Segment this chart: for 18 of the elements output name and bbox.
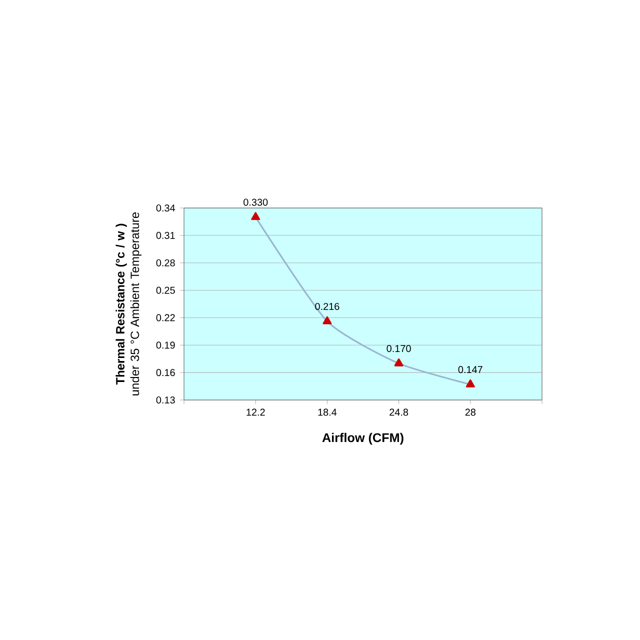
y-tick-label: 0.31 xyxy=(156,232,175,239)
x-tick-label: 28 xyxy=(465,408,476,416)
y-tick-label: 0.22 xyxy=(156,314,175,322)
y-tick-label: 0.13 xyxy=(156,396,175,404)
y-tick-label: 0.16 xyxy=(156,369,175,376)
x-tick-label: 12.2 xyxy=(246,408,265,416)
x-tick-label: 18.4 xyxy=(318,408,337,416)
y-tick-label: 0.19 xyxy=(156,342,175,349)
x-axis-title: Airflow (CFM) xyxy=(322,432,404,445)
y-tick-label: 0.28 xyxy=(156,259,175,266)
x-tick-label: 24.8 xyxy=(390,408,408,416)
data-label: 0.170 xyxy=(386,345,411,352)
data-label: 0.330 xyxy=(244,198,268,206)
y-axis-title: Thermal Resistance (°c / w ) under 35 °C Ambient Temperature xyxy=(116,212,142,396)
y-tick-label: 0.34 xyxy=(156,204,176,212)
data-label: 0.216 xyxy=(315,302,340,310)
y-tick-label: 0.25 xyxy=(156,286,175,294)
data-label: 0.147 xyxy=(458,366,482,374)
